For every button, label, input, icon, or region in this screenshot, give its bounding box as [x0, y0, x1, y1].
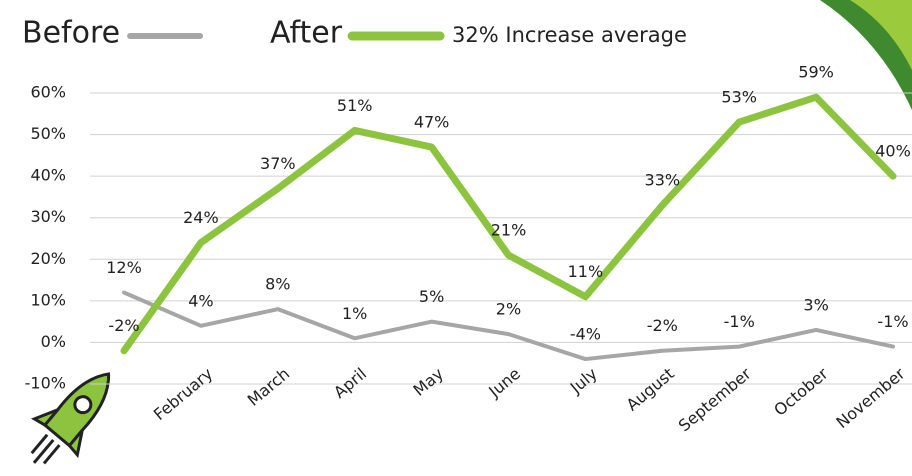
value-label: 33% [645, 171, 681, 190]
legend-label: Before [22, 16, 120, 51]
x-tick-label: April [330, 364, 370, 402]
value-label: -1% [724, 312, 755, 331]
y-tick-label: 30% [30, 207, 66, 226]
x-tick-label: July [566, 364, 601, 398]
y-tick-label: 10% [30, 290, 66, 309]
value-label: 4% [188, 291, 213, 310]
x-tick-label: November [832, 364, 908, 432]
value-label: -2% [647, 316, 678, 335]
value-label: -1% [877, 312, 908, 331]
x-tick-label: February [150, 364, 217, 424]
value-label: -2% [108, 316, 139, 335]
value-label: 8% [265, 275, 290, 294]
value-label: 5% [419, 287, 444, 306]
value-label: 37% [260, 154, 296, 173]
legend-label: After [270, 16, 343, 51]
value-label: 53% [721, 88, 757, 107]
value-label: 51% [337, 96, 373, 115]
y-tick-label: 50% [30, 124, 66, 143]
value-label: 12% [106, 258, 142, 277]
x-tick-label: September [675, 364, 755, 436]
annotation: 32% Increase average [452, 23, 687, 47]
y-tick-label: 0% [41, 332, 66, 351]
x-tick-label: May [410, 364, 448, 400]
value-label: 1% [342, 304, 367, 323]
value-label: 40% [875, 142, 911, 161]
x-tick-label: October [770, 364, 832, 420]
value-label: -4% [570, 325, 601, 344]
chart: -10% 0% 10% 20% 30% 40% 50% 60% February March Apr… [0, 0, 912, 476]
value-label: 47% [414, 113, 450, 132]
value-label: 3% [803, 295, 828, 314]
y-tick-label: -10% [25, 374, 66, 393]
x-tick-label: August [623, 364, 678, 415]
x-tick-label: June [484, 364, 524, 402]
value-label: 24% [183, 208, 219, 227]
value-label: 59% [798, 63, 834, 82]
x-tick-label: March [244, 364, 294, 410]
value-label: 2% [496, 300, 521, 319]
y-tick-label: 60% [30, 83, 66, 102]
value-label: 21% [491, 221, 527, 240]
value-label: 11% [568, 262, 604, 281]
y-tick-label: 40% [30, 166, 66, 185]
y-tick-label: 20% [30, 249, 66, 268]
